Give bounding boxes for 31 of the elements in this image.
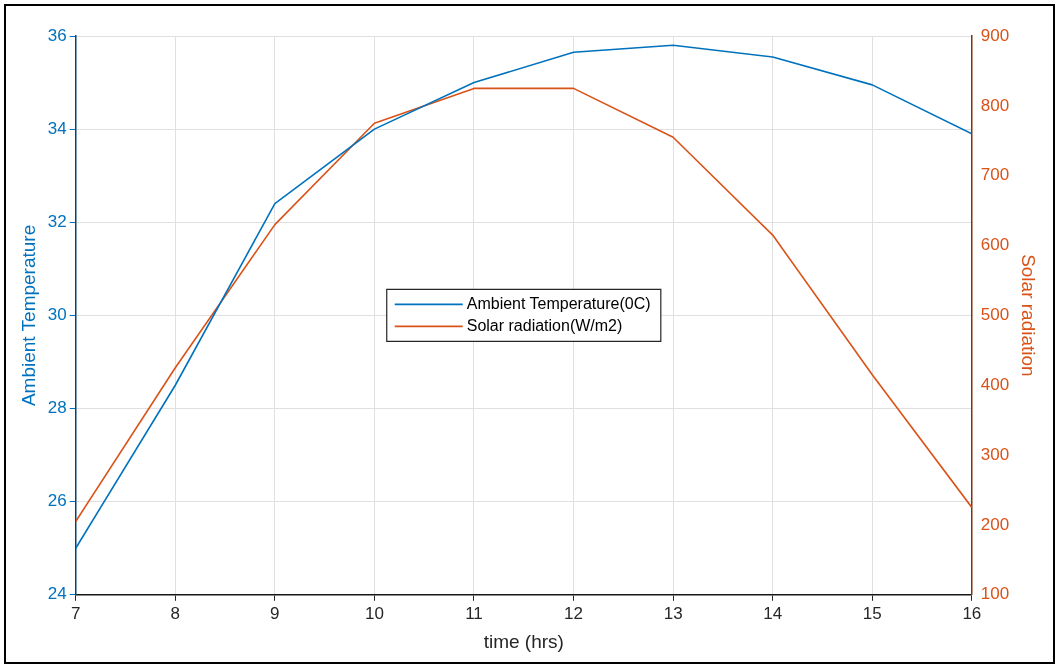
y-axis-title: Ambient Temperature — [17, 224, 39, 407]
y2-tick-label: 800 — [980, 95, 1010, 115]
y2-tick-label: 900 — [980, 25, 1010, 45]
x-tick-label: 9 — [270, 603, 280, 623]
x-tick-label: 11 — [465, 603, 483, 623]
x-tick-label: 7 — [70, 603, 81, 623]
x-tick-label: 13 — [663, 603, 683, 623]
y2-tick-label: 100 — [980, 584, 1010, 604]
y2-tick-label: 400 — [980, 374, 1010, 394]
x-tick-label: 8 — [170, 603, 181, 623]
y2-axis-title: Solar radiation — [1018, 254, 1040, 377]
legend-label: Solar radiation(W/m2) — [466, 316, 623, 334]
x-tick-label: 10 — [364, 603, 384, 623]
x-tick-label: 14 — [763, 603, 783, 623]
x-tick-label: 12 — [564, 603, 584, 623]
y2-tick-label: 500 — [980, 305, 1010, 325]
y2-tick-label: 700 — [980, 165, 1010, 185]
y2-tick-label: 200 — [980, 514, 1010, 534]
y-tick-label: 26 — [47, 491, 67, 511]
y-tick-label: 24 — [47, 584, 67, 604]
y-tick-label: 30 — [47, 305, 67, 325]
legend-label: Ambient Temperature(0C) — [466, 294, 651, 312]
y-tick-label: 34 — [47, 118, 67, 138]
y2-tick-label: 300 — [980, 444, 1010, 464]
y2-tick-label: 600 — [980, 235, 1010, 255]
x-tick-label: 15 — [862, 603, 882, 623]
y-tick-label: 36 — [47, 25, 67, 45]
y-tick-label: 28 — [47, 398, 67, 418]
x-tick-label: 16 — [962, 603, 982, 623]
x-axis-title: time (hrs) — [483, 630, 564, 652]
y-tick-label: 32 — [47, 211, 67, 231]
